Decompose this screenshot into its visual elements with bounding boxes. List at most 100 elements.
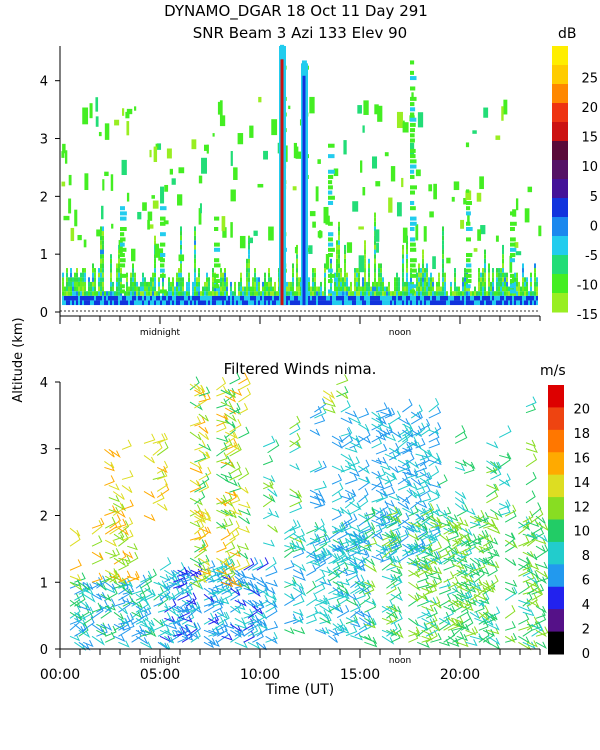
wind-barb xyxy=(91,551,104,560)
snr-y-tick-label: 2 xyxy=(40,190,48,205)
snr-cell xyxy=(336,300,338,306)
wind-barb xyxy=(518,557,531,566)
snr-cell xyxy=(270,286,272,292)
wind-barb xyxy=(265,593,278,601)
wind-barb xyxy=(216,385,228,397)
wind-barb xyxy=(535,561,549,569)
snr-cell xyxy=(408,300,410,306)
snr-cell xyxy=(204,281,206,287)
wind-barb xyxy=(380,407,392,419)
snr-cell xyxy=(157,143,162,150)
snr-cell xyxy=(496,300,498,306)
snr-cell xyxy=(430,286,432,292)
snr-cell xyxy=(328,237,333,242)
wind-barb xyxy=(375,544,387,557)
wind-barb xyxy=(428,489,441,497)
wind-barb xyxy=(69,593,81,607)
wind-barb xyxy=(238,426,250,439)
wind-barb xyxy=(127,543,138,551)
snr-cell xyxy=(194,263,196,269)
snr-cell xyxy=(258,277,260,282)
snr-cell xyxy=(328,195,335,200)
wind-barb xyxy=(408,525,422,533)
snr-cell xyxy=(316,300,318,306)
wind-barb xyxy=(157,469,168,480)
wind-barb xyxy=(504,586,518,601)
snr-cell xyxy=(124,291,126,296)
snr-cell xyxy=(330,281,332,287)
snr-cell xyxy=(478,277,480,282)
snr-cell xyxy=(266,286,268,292)
snr-cell xyxy=(210,300,212,306)
wind-barb xyxy=(490,467,502,480)
wind-barb xyxy=(386,560,397,571)
wind-barb xyxy=(140,570,152,583)
snr-cell xyxy=(428,300,430,306)
snr-cell xyxy=(432,277,434,282)
wind-barb xyxy=(309,534,321,545)
wind-barb xyxy=(460,612,472,625)
wind-barb xyxy=(220,401,234,409)
wind-barb xyxy=(164,635,175,644)
snr-cell xyxy=(374,258,376,264)
snr-cell xyxy=(102,258,104,264)
snr-cell xyxy=(480,277,482,282)
snr-cell xyxy=(156,295,158,301)
snr-cell xyxy=(484,254,486,259)
snr-cell xyxy=(418,263,420,269)
wind-barb xyxy=(447,635,460,645)
snr-cell xyxy=(208,277,210,282)
wind-barb xyxy=(535,521,550,532)
wind-barb xyxy=(388,410,402,425)
snr-cell xyxy=(296,268,298,273)
snr-cell xyxy=(94,291,96,296)
wind-barb xyxy=(234,641,248,649)
snr-cell xyxy=(536,277,538,282)
snr-cell xyxy=(496,281,498,287)
snr-cell xyxy=(242,291,244,296)
snr-cell xyxy=(61,151,65,158)
wind-barb xyxy=(168,617,182,627)
snr-cell xyxy=(424,300,426,306)
snr-cell xyxy=(356,272,358,278)
wind-barb xyxy=(490,509,503,518)
snr-cell xyxy=(502,258,504,264)
snr-cell xyxy=(492,286,494,292)
wind-barb xyxy=(375,417,387,426)
wind-colorbar-label: 12 xyxy=(573,500,590,515)
snr-cell xyxy=(484,291,486,296)
wind-barb xyxy=(358,407,370,419)
snr-cell xyxy=(114,295,116,301)
wind-panel-title: Filtered Winds nima. xyxy=(224,360,377,378)
snr-cell xyxy=(484,249,486,255)
wind-barb xyxy=(504,587,517,595)
wind-barb xyxy=(397,423,408,437)
wind-barb xyxy=(263,478,274,490)
wind-barb xyxy=(474,509,485,523)
snr-cell xyxy=(249,125,254,138)
wind-barb xyxy=(252,599,264,608)
wind-barb xyxy=(238,551,249,560)
wind-barb xyxy=(265,599,278,609)
snr-cell xyxy=(422,249,424,255)
wind-barb xyxy=(390,568,403,583)
snr-cell xyxy=(480,225,486,235)
snr-cell xyxy=(394,281,396,287)
snr-cell xyxy=(262,291,264,296)
snr-cell xyxy=(138,295,140,301)
wind-barb xyxy=(319,548,331,559)
snr-cell xyxy=(418,291,420,296)
snr-cell xyxy=(314,268,316,273)
snr-cell xyxy=(330,258,332,264)
snr-cell xyxy=(152,300,154,306)
wind-barb xyxy=(487,549,500,557)
snr-cell xyxy=(402,244,404,250)
snr-cell xyxy=(358,255,365,273)
wind-barb xyxy=(217,585,231,593)
wind-barb xyxy=(408,617,419,627)
wind-barb xyxy=(140,588,153,601)
snr-cell xyxy=(352,201,359,212)
wind-barb xyxy=(340,492,352,501)
snr-cell xyxy=(130,277,132,282)
snr-cell xyxy=(262,286,264,292)
